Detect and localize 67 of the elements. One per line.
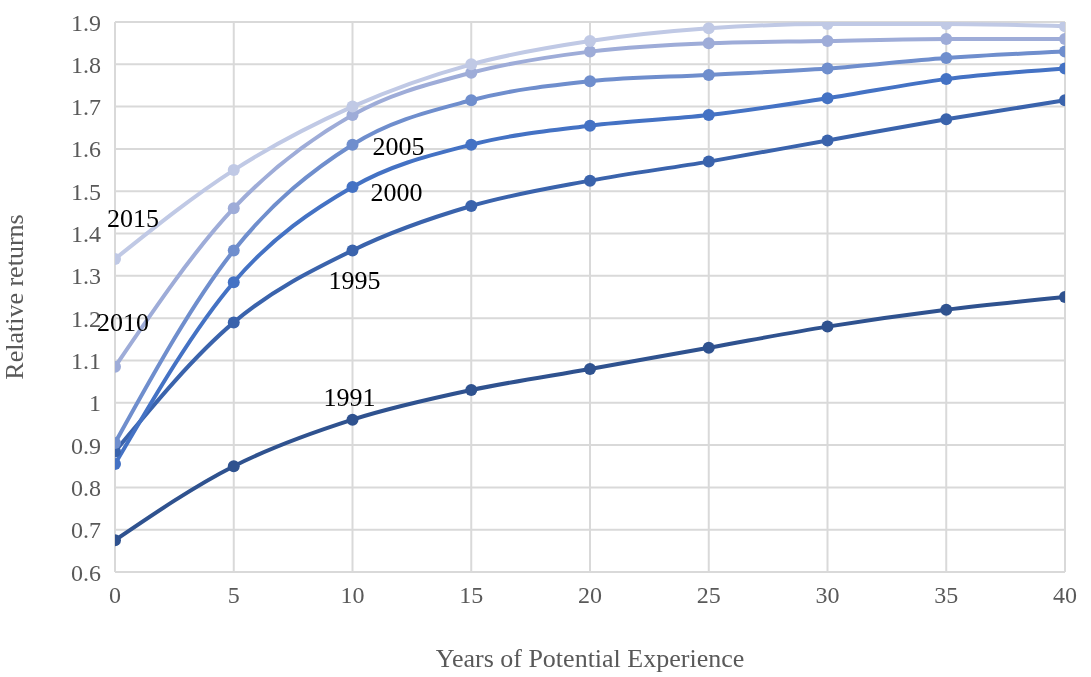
point [821,92,834,105]
point [702,155,715,168]
point [940,51,953,64]
y-tick-label: 1.9 [71,9,101,36]
point [465,200,478,213]
y-tick-label: 0.9 [71,432,101,459]
series-label: 2005 [372,131,425,161]
x-tick-label: 0 [109,582,121,609]
y-axis-title: Relative returns [0,214,30,380]
x-axis-title: Years of Potential Experience [435,644,745,673]
y-tick-label: 1.4 [71,221,101,248]
point [702,22,715,35]
point [465,58,478,71]
x-tick-label: 30 [815,582,840,609]
y-tick-label: 1.8 [71,51,101,78]
series-label: 2015 [107,203,159,233]
point [227,276,240,289]
point [227,164,240,177]
point [346,181,359,193]
point [227,460,240,473]
point [227,316,240,329]
y-tick-label: 0.7 [71,517,101,544]
point [702,68,715,81]
point [584,75,596,88]
point [821,62,834,75]
point [227,202,240,215]
series-label: 1991 [323,382,376,412]
point [346,413,359,426]
point [702,341,715,354]
point [821,35,834,48]
y-tick-label: 0.8 [71,474,101,501]
point [584,362,596,375]
x-tick-label: 10 [340,582,365,609]
point [940,73,953,86]
point [465,384,478,397]
point [227,244,240,257]
point [940,32,953,45]
y-tick-label: 0.6 [71,559,101,586]
point [346,244,359,257]
point [584,119,596,132]
point [584,45,596,58]
y-tick-label: 1.1 [71,347,101,374]
point [702,109,715,122]
point [465,94,478,107]
y-tick-label: 1.3 [71,263,101,290]
y-tick-label: 1.7 [71,94,101,121]
x-tick-label: 35 [934,582,959,609]
y-tick-label: 1 [89,390,101,417]
point [584,35,596,48]
point [821,134,834,147]
point [702,37,715,50]
point [584,174,596,187]
point [821,320,834,333]
series-label: 2000 [370,177,423,207]
point [940,113,953,126]
point [346,100,359,113]
point [940,303,953,316]
x-tick-label: 40 [1053,582,1077,609]
point [346,138,359,151]
series-label: 1995 [328,266,381,296]
y-tick-label: 1.5 [71,178,101,205]
x-tick-label: 20 [578,582,602,609]
x-tick-label: 25 [696,582,721,609]
y-tick-label: 1.6 [71,136,101,163]
x-tick-label: 15 [459,582,484,609]
x-tick-label: 5 [227,582,240,609]
point [465,138,478,151]
